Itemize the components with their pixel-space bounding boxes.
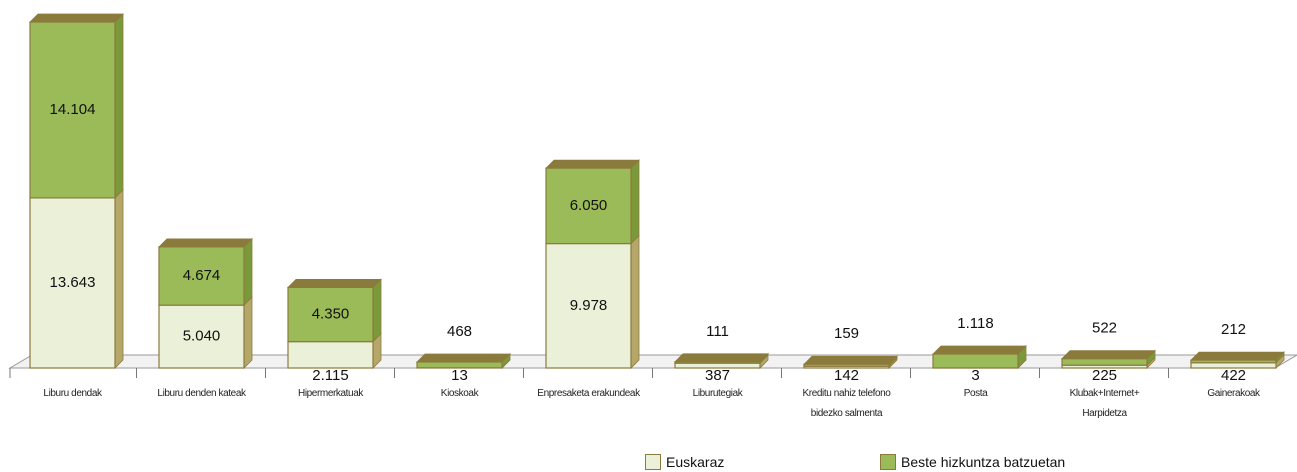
data-label: 4.350 [312, 305, 350, 322]
data-label: 468 [447, 323, 472, 340]
bar-top [287, 278, 382, 288]
x-tick-label: Gainerakoak [1207, 388, 1260, 399]
bar-top [158, 238, 253, 248]
x-tick-label: Liburu denden kateak [157, 388, 246, 399]
legend-item: Euskaraz [645, 454, 724, 470]
x-tick-label: Liburu dendak [43, 388, 102, 399]
bar-side [114, 188, 124, 369]
data-label: 1.118 [957, 315, 993, 332]
data-label: 212 [1221, 321, 1246, 338]
bar-top [674, 353, 769, 363]
bar-side [243, 296, 253, 369]
data-label: 14.104 [50, 101, 96, 118]
bar-top [545, 159, 640, 169]
bar-side [243, 237, 253, 307]
data-label: 13 [451, 367, 468, 384]
data-label: 3 [971, 367, 979, 384]
x-tick-label: Hipermerkatuak [298, 388, 363, 399]
x-tick-label: Kioskoak [440, 388, 479, 399]
data-label: 6.050 [570, 197, 608, 214]
data-label: 2.115 [312, 367, 348, 384]
bar [1061, 358, 1148, 366]
x-tick-label: Enpresaketa erakundeak [537, 388, 640, 399]
legend-label: Euskaraz [666, 454, 725, 470]
data-label: 225 [1092, 367, 1117, 384]
bar [416, 361, 503, 369]
x-tick-label: Liburutegiak [692, 388, 743, 399]
bar [932, 353, 1019, 369]
data-label: 422 [1221, 367, 1246, 384]
bar [29, 197, 116, 369]
bar [158, 304, 245, 369]
bar-top [932, 345, 1027, 355]
bar-top [416, 353, 511, 363]
x-tick-label: Klubak+Internet+ Harpidetza [1069, 388, 1140, 419]
bar [29, 21, 116, 199]
data-label: 9.978 [570, 297, 608, 314]
data-label: 387 [705, 367, 730, 384]
bar [287, 286, 374, 343]
data-label: 159 [834, 325, 859, 342]
legend-item: Beste hizkuntza batzuetan [880, 454, 1065, 470]
data-label: 4.674 [183, 267, 221, 284]
bar [158, 246, 245, 306]
bar-side [372, 278, 382, 343]
data-label: 142 [834, 367, 859, 384]
bar [545, 167, 632, 245]
bar-top [1190, 351, 1285, 361]
bar-top [1061, 350, 1156, 360]
bar-top [29, 13, 124, 23]
legend-label: Beste hizkuntza batzuetan [901, 454, 1066, 470]
bar-side [630, 234, 640, 369]
x-tick-label: Posta [963, 388, 988, 399]
data-label: 5.040 [183, 328, 221, 345]
bar [545, 242, 632, 369]
data-label: 13.643 [50, 274, 96, 291]
x-tick-label: Kreditu nahiz telefono bidezko salmenta [802, 388, 891, 419]
data-label: 111 [706, 323, 729, 340]
bar-top [803, 355, 898, 365]
legend-swatch [645, 454, 661, 470]
data-label: 522 [1092, 320, 1117, 337]
legend-swatch [880, 454, 896, 470]
bar-side [114, 13, 124, 199]
bar-side [630, 159, 640, 245]
bar [287, 341, 374, 369]
